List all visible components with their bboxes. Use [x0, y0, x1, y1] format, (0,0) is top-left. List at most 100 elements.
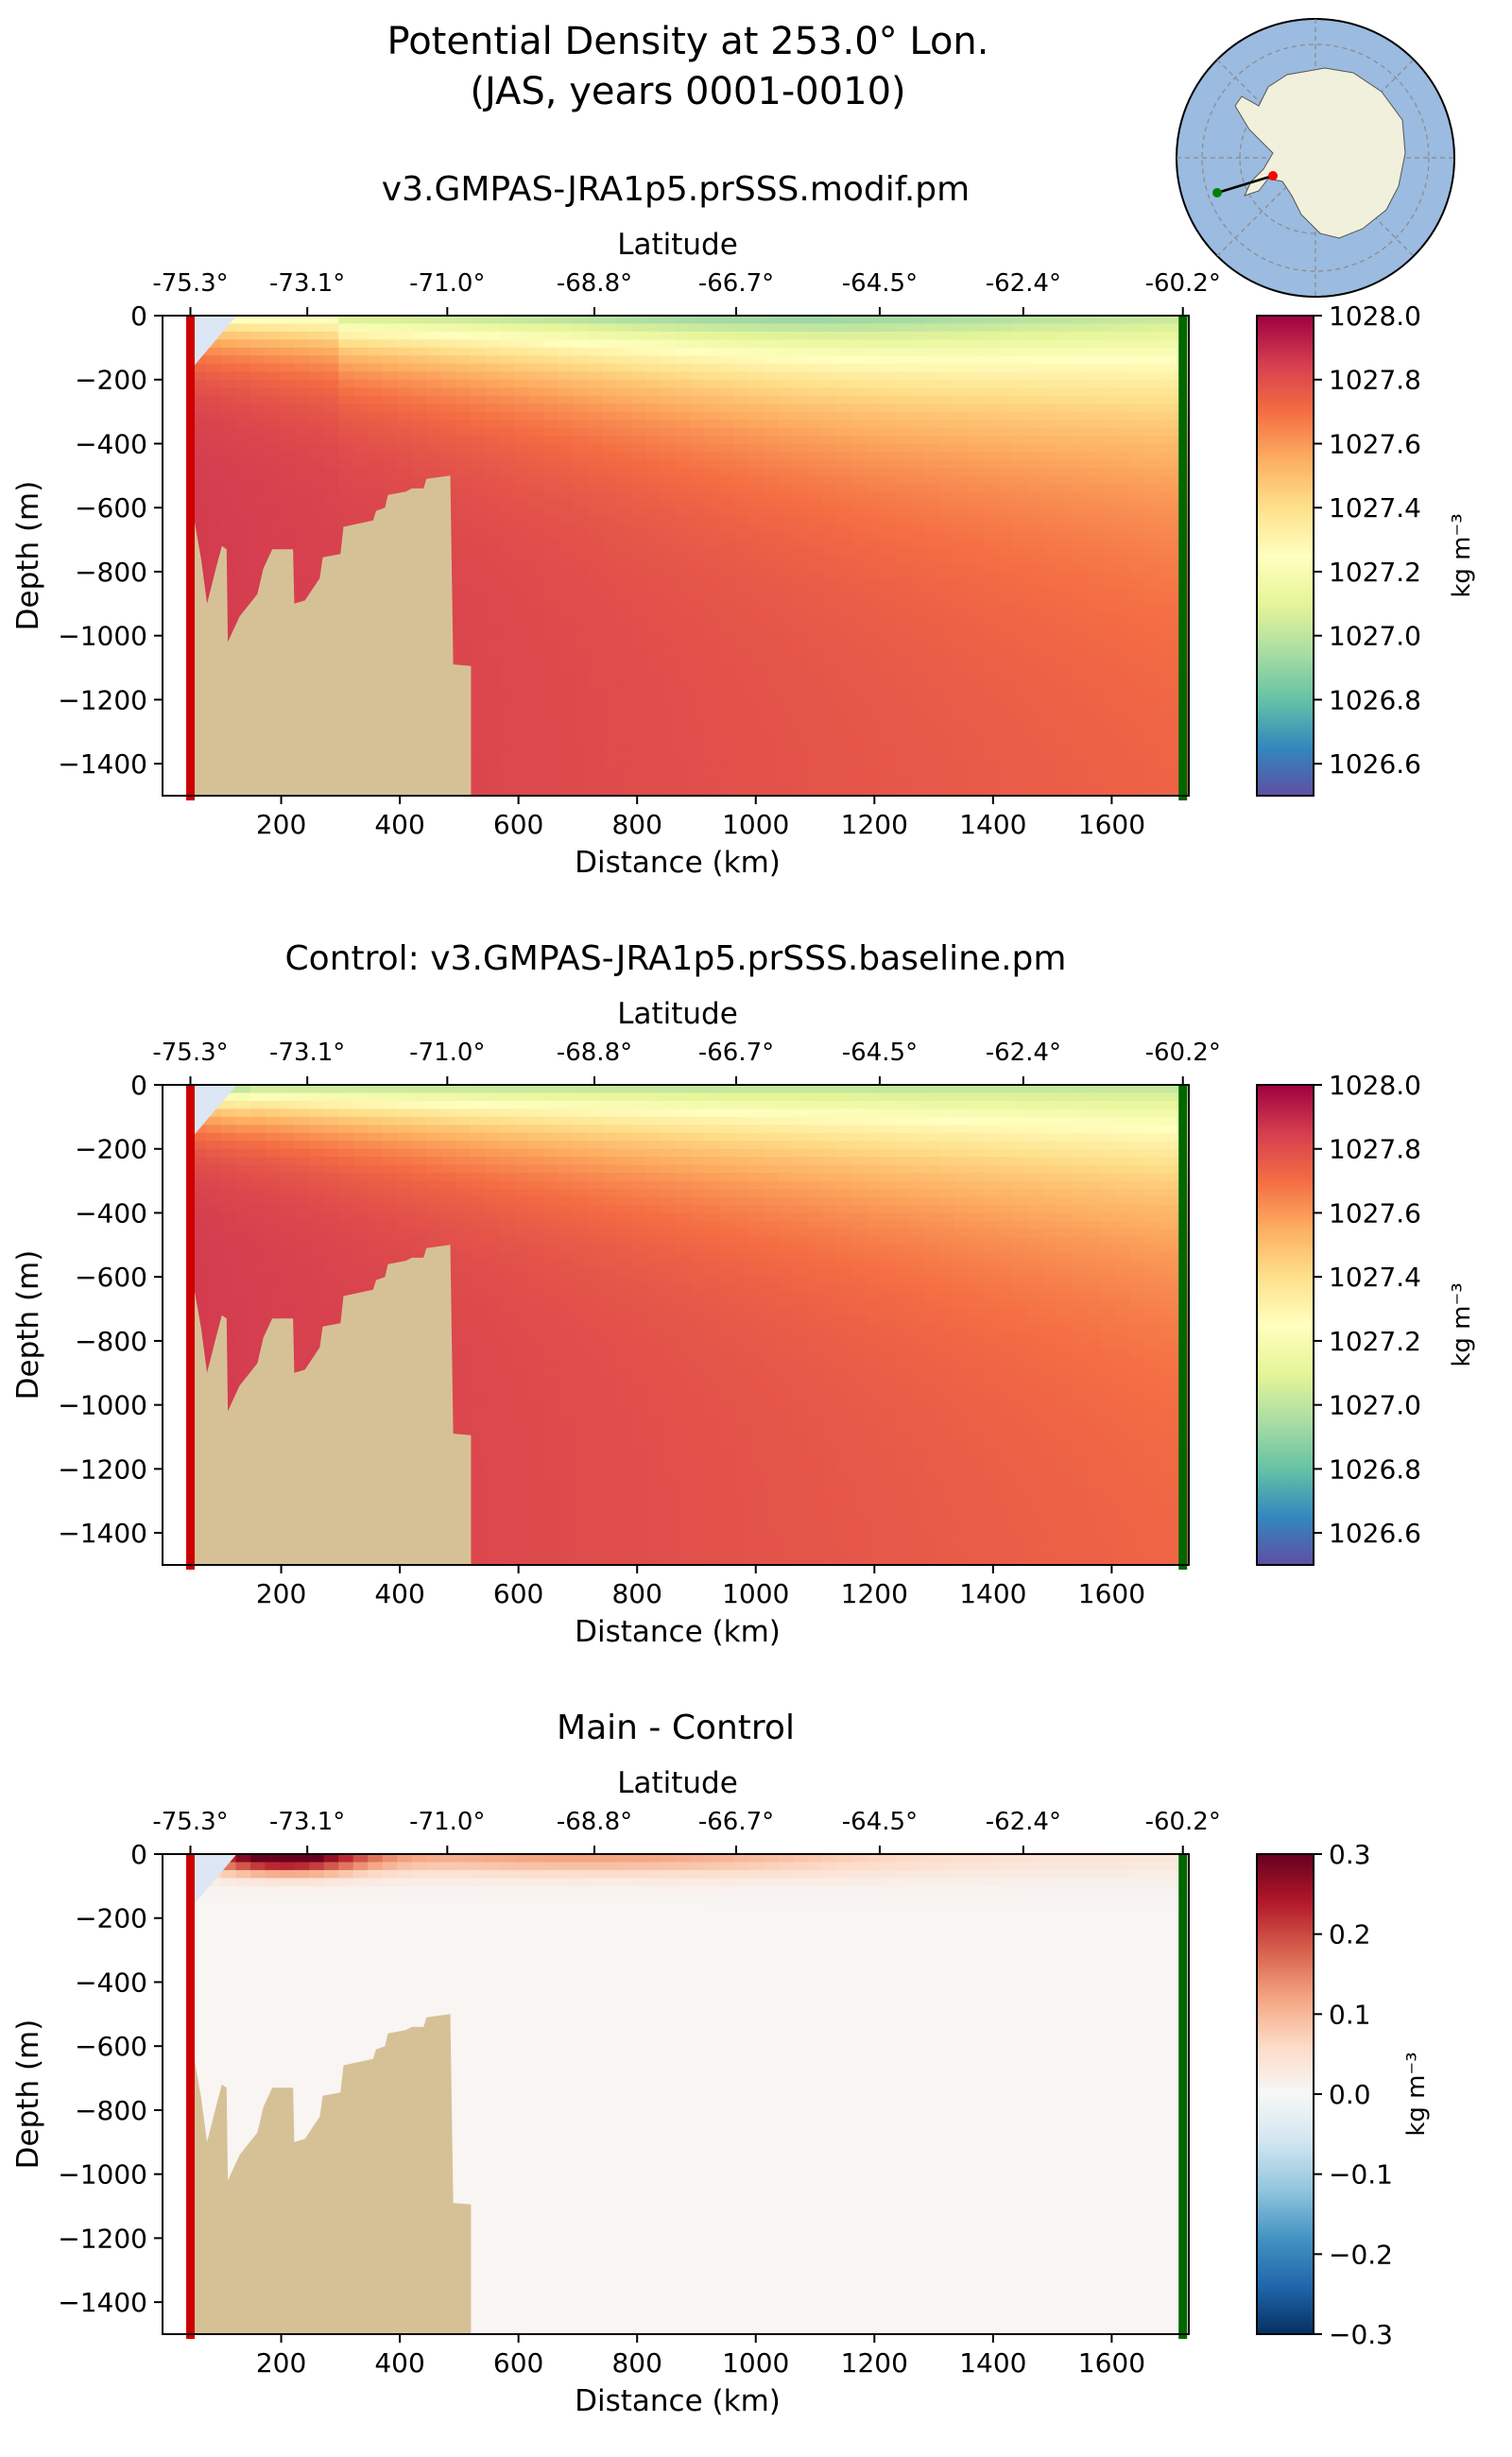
heatmap-cell [470, 619, 487, 628]
heatmap-cell [265, 1245, 281, 1254]
heatmap-cell [250, 1332, 266, 1342]
heatmap-cell [998, 611, 1014, 621]
heatmap-cell [690, 611, 706, 621]
heatmap-cell [734, 363, 750, 373]
heatmap-cell [514, 467, 530, 477]
heatmap-cell [616, 556, 633, 565]
heatmap-cell [323, 475, 339, 485]
heatmap-cell [338, 355, 354, 365]
heatmap-cell [910, 587, 926, 597]
heatmap-cell [514, 644, 530, 653]
heatmap-cell [426, 323, 442, 333]
heatmap-cell [294, 1228, 310, 1238]
heatmap-cell [602, 667, 618, 677]
heatmap-cell [368, 427, 384, 437]
heatmap-cell [998, 603, 1014, 613]
heatmap-cell [206, 436, 222, 445]
heatmap-cell [616, 787, 633, 796]
heatmap-cell [866, 379, 882, 388]
heatmap-cell [764, 467, 780, 477]
heatmap-cell [1115, 531, 1131, 541]
heatmap-cell [1041, 316, 1058, 325]
heatmap-cell [602, 563, 618, 573]
heatmap-cell [1071, 363, 1088, 373]
heatmap-cell [587, 547, 604, 557]
heatmap-cell [250, 371, 266, 381]
heatmap-cell [690, 475, 706, 485]
heatmap-cell [822, 676, 838, 685]
heatmap-cell [764, 747, 780, 757]
heatmap-cell [235, 420, 251, 429]
heatmap-cell [309, 363, 325, 373]
heatmap-cell [969, 667, 985, 677]
heatmap-cell [778, 764, 794, 773]
heatmap-cell [455, 579, 472, 589]
antarctica-inset-map [1176, 18, 1455, 298]
heatmap-cell [881, 651, 897, 661]
heatmap-cell [265, 443, 281, 453]
heatmap-cell [1129, 627, 1146, 637]
heatmap-cell [1115, 316, 1131, 325]
heatmap-cell [221, 515, 237, 524]
heatmap-cell [1027, 619, 1043, 628]
heatmap-cell [440, 411, 457, 421]
heatmap-cell [1100, 683, 1117, 693]
heatmap-cell [485, 404, 501, 413]
heatmap-cell [748, 483, 765, 493]
heatmap-cell [910, 699, 926, 709]
heatmap-cell [734, 627, 750, 637]
heatmap-cell [221, 491, 237, 501]
heatmap-cell [470, 499, 487, 508]
heatmap-cell [924, 715, 941, 725]
heatmap-cell [690, 459, 706, 469]
heatmap-cell [851, 499, 868, 508]
heatmap-cell [1159, 739, 1176, 748]
heatmap-cell [294, 1284, 310, 1294]
heatmap-cell [397, 347, 413, 357]
heatmap-cell [485, 459, 501, 469]
heatmap-cell [1144, 764, 1160, 773]
heatmap-cell [1086, 339, 1102, 349]
heatmap-cell [1129, 411, 1146, 421]
heatmap-cell [514, 371, 530, 381]
heatmap-cell [881, 323, 897, 333]
heatmap-cell [969, 571, 985, 581]
heatmap-cell [470, 347, 487, 357]
heatmap-cell [309, 1116, 325, 1126]
heatmap-cell [764, 387, 780, 397]
heatmap-cell [1086, 595, 1102, 605]
heatmap-cell [294, 1132, 310, 1143]
heatmap-cell [543, 627, 559, 637]
heatmap-cell [764, 603, 780, 613]
heatmap-cell [294, 1325, 310, 1334]
heatmap-cell [851, 603, 868, 613]
heatmap-cell [1071, 571, 1088, 581]
heatmap-cell [719, 747, 735, 757]
heatmap-cell [851, 780, 868, 789]
heatmap-cell [645, 691, 662, 701]
heatmap-cell [661, 667, 677, 677]
heatmap-cell [807, 595, 823, 605]
heatmap-cell [1115, 395, 1131, 404]
heatmap-cell [485, 635, 501, 644]
heatmap-cell [602, 427, 618, 437]
heatmap-cell [748, 339, 765, 349]
heatmap-cell [645, 547, 662, 557]
heatmap-cell [645, 676, 662, 685]
heatmap-cell [1041, 660, 1058, 669]
heatmap-cell [676, 331, 692, 341]
heatmap-cell [250, 1252, 266, 1263]
heatmap-cell [1159, 436, 1176, 445]
heatmap-cell [352, 499, 369, 508]
heatmap-cell [455, 627, 472, 637]
heatmap-cell [1027, 627, 1043, 637]
heatmap-cell [1012, 595, 1029, 605]
heatmap-cell [998, 747, 1014, 757]
heatmap-cell [587, 739, 604, 748]
heatmap-cell [514, 619, 530, 628]
heatmap-cell [528, 691, 545, 701]
heatmap-cell [616, 475, 633, 485]
heatmap-cell [983, 723, 1000, 733]
heatmap-cell [455, 611, 472, 621]
heatmap-cell [1027, 355, 1043, 365]
